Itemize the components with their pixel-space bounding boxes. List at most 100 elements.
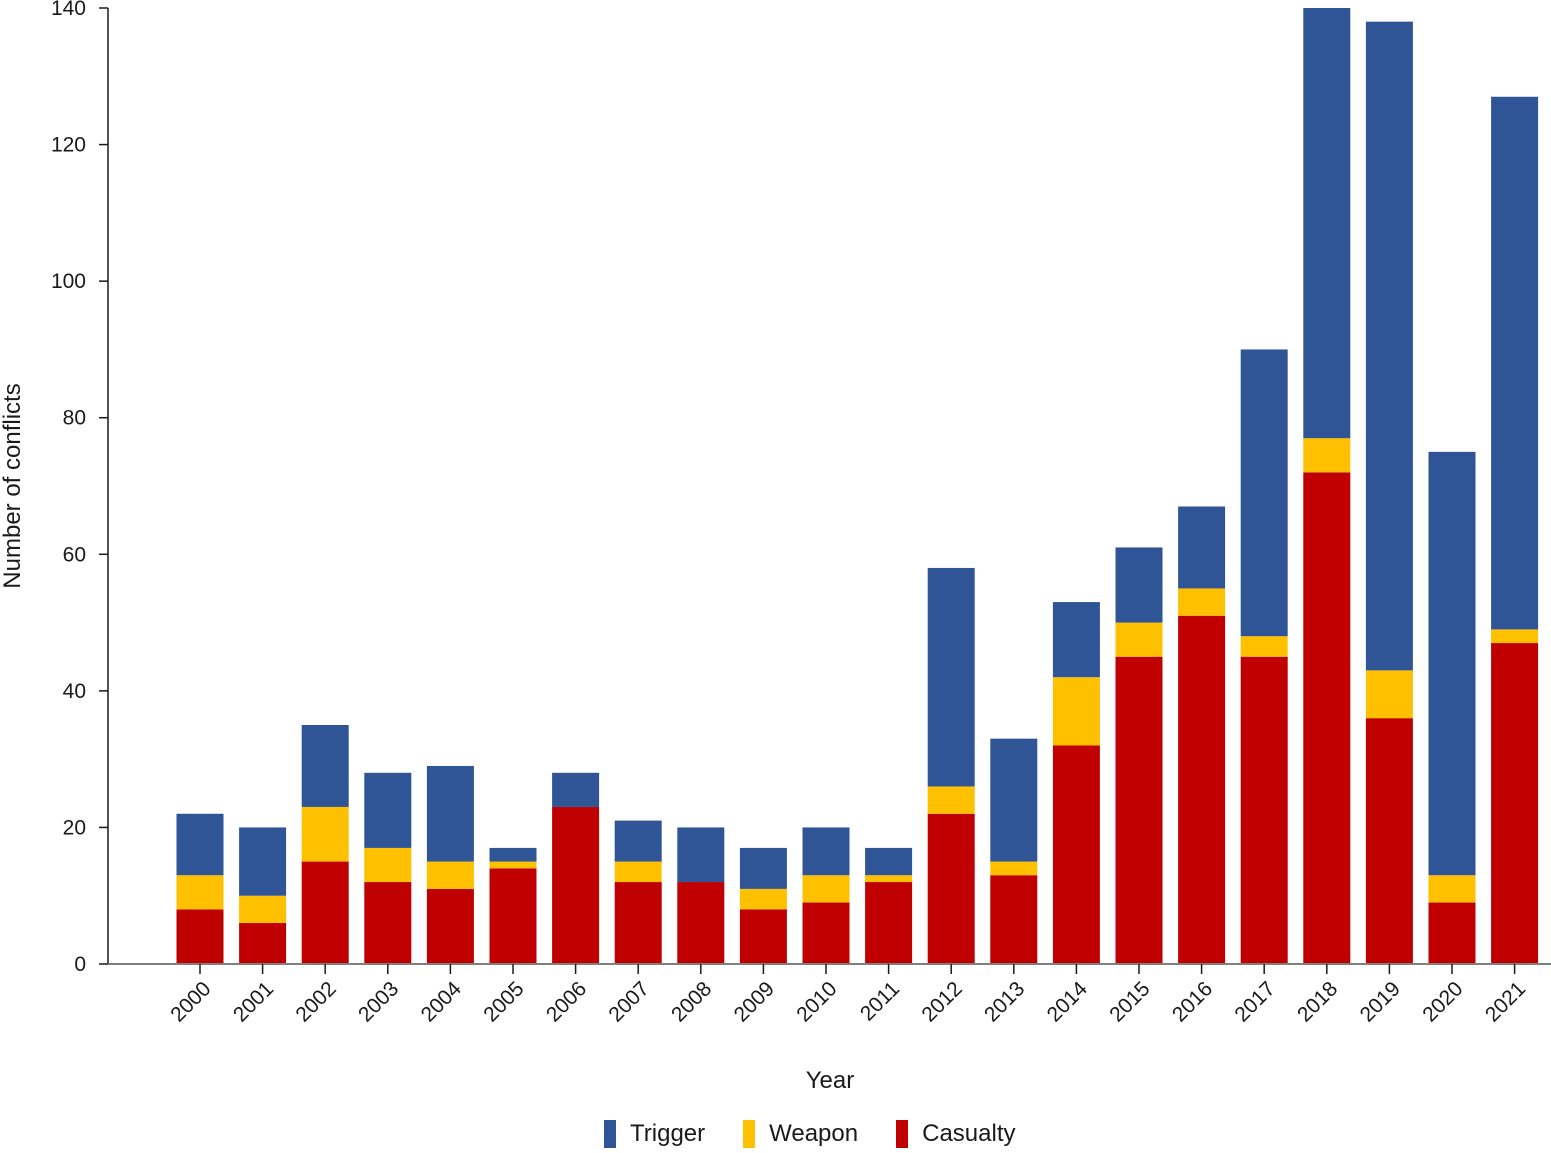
bar-trigger-2014: [1052, 602, 1100, 678]
bar-stack-2005: [489, 847, 537, 964]
x-tick-label: 2007: [604, 977, 653, 1026]
x-tick-label: 2013: [980, 977, 1029, 1026]
bar-stack-2006: [552, 772, 600, 964]
bar-trigger-2018: [1303, 8, 1351, 439]
bar-stack-2009: [739, 847, 787, 964]
y-tick-label: 100: [51, 270, 86, 293]
y-tick-label: 20: [63, 816, 86, 839]
x-tick-label: 2008: [667, 977, 716, 1026]
x-tick-label: 2018: [1293, 977, 1342, 1026]
bar-casualty-2006: [552, 806, 600, 964]
x-tick-label: 2000: [166, 977, 215, 1026]
legend-swatch-casualty: [896, 1120, 909, 1148]
bar-stack-2019: [1365, 21, 1413, 964]
bar-casualty-2014: [1052, 745, 1100, 964]
bar-casualty-2011: [865, 882, 913, 964]
bar-trigger-2021: [1491, 96, 1539, 630]
y-tick-label: 60: [63, 543, 86, 566]
x-tick-label: 2006: [542, 977, 591, 1026]
legend-swatch-trigger: [604, 1120, 616, 1148]
legend-label-casualty: Casualty: [922, 1120, 1016, 1147]
bar-weapon-2000: [176, 875, 224, 910]
bar-casualty-2004: [426, 888, 474, 964]
bar-trigger-2002: [301, 725, 349, 807]
bar-trigger-2004: [426, 765, 474, 862]
bar-stack-2001: [239, 827, 287, 964]
bar-weapon-2020: [1428, 875, 1476, 903]
bar-stack-2008: [677, 827, 725, 964]
bar-trigger-2008: [677, 827, 725, 883]
bar-weapon-2007: [614, 861, 662, 883]
bar-casualty-2012: [927, 813, 975, 964]
bar-stack-2017: [1240, 349, 1288, 964]
bar-weapon-2021: [1491, 629, 1539, 644]
x-tick-label: 2017: [1230, 977, 1279, 1026]
x-tick-label: 2002: [291, 977, 340, 1026]
bar-trigger-2019: [1365, 21, 1413, 671]
bar-stack-2011: [865, 847, 913, 964]
bar-trigger-2015: [1115, 547, 1163, 623]
bar-stack-2021: [1491, 96, 1539, 964]
legend-label-trigger: Trigger: [630, 1120, 706, 1147]
bar-stack-2018: [1303, 8, 1351, 964]
bar-weapon-2001: [239, 895, 287, 924]
bar-stack-2020: [1428, 451, 1476, 964]
bar-weapon-2015: [1115, 622, 1163, 657]
x-tick-label: 2001: [229, 977, 278, 1026]
bar-stack-2000: [176, 813, 224, 964]
bar-trigger-2013: [990, 738, 1038, 862]
bar-casualty-2008: [677, 882, 725, 964]
bar-trigger-2017: [1240, 349, 1288, 637]
y-tick-label: 80: [63, 407, 86, 430]
bar-casualty-2021: [1491, 643, 1539, 964]
bar-stack-2012: [927, 567, 975, 964]
x-tick-label: 2015: [1105, 977, 1154, 1026]
bars-group: [176, 8, 1539, 964]
x-tick-label: 2004: [417, 977, 467, 1027]
y-tick-label: 0: [74, 953, 86, 976]
y-tick-label: 120: [51, 134, 86, 157]
legend: Trigger Weapon Casualty: [604, 1120, 1053, 1148]
bar-casualty-2001: [239, 923, 287, 964]
bar-casualty-2000: [176, 909, 224, 964]
bar-trigger-2009: [739, 847, 787, 889]
x-tick-label: 2012: [917, 977, 966, 1026]
legend-item-weapon: Weapon: [743, 1120, 858, 1148]
bar-stack-2007: [614, 820, 662, 964]
bar-trigger-2003: [364, 772, 412, 848]
y-axis: 0 20 40 60 80 100 120 140: [51, 0, 109, 976]
bar-casualty-2017: [1240, 656, 1288, 964]
bar-weapon-2014: [1052, 677, 1100, 746]
bar-casualty-2019: [1365, 718, 1413, 964]
bar-stack-2014: [1052, 602, 1100, 964]
bar-casualty-2010: [802, 902, 850, 964]
bar-casualty-2002: [301, 861, 349, 964]
bar-trigger-2020: [1428, 451, 1476, 876]
bar-trigger-2012: [927, 567, 975, 787]
bar-weapon-2013: [990, 861, 1038, 876]
bar-weapon-2002: [301, 806, 349, 862]
bar-casualty-2020: [1428, 902, 1476, 964]
bar-casualty-2018: [1303, 472, 1351, 964]
bar-trigger-2006: [552, 772, 600, 807]
x-tick-label: 2003: [354, 977, 403, 1026]
legend-swatch-weapon: [743, 1120, 756, 1148]
bar-stack-2015: [1115, 547, 1163, 964]
x-axis: 2000 2001 2002 2003 2004 2005 2006 2007 2008 2009…: [108, 963, 1551, 1027]
bar-stack-2003: [364, 772, 412, 964]
x-tick-label: 2009: [730, 977, 779, 1026]
bar-weapon-2016: [1178, 588, 1226, 616]
x-tick-label: 2020: [1418, 977, 1467, 1026]
bar-stack-2004: [426, 765, 474, 964]
x-tick-label: 2016: [1168, 977, 1217, 1026]
bar-weapon-2003: [364, 847, 412, 883]
y-axis-title: Number of conflicts: [0, 383, 26, 588]
x-tick-label: 2014: [1043, 977, 1093, 1027]
bar-stack-2013: [990, 738, 1038, 964]
bar-weapon-2005: [489, 861, 537, 869]
bar-casualty-2003: [364, 882, 412, 964]
bar-weapon-2011: [865, 875, 913, 883]
legend-item-casualty: Casualty: [896, 1120, 1015, 1148]
bar-trigger-2001: [239, 827, 287, 896]
bar-trigger-2010: [802, 827, 850, 876]
